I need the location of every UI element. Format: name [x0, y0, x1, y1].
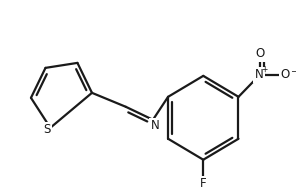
Text: F: F: [200, 177, 207, 190]
Text: −: −: [290, 66, 296, 75]
Text: N: N: [255, 68, 263, 81]
Text: N: N: [150, 119, 159, 132]
Text: O: O: [255, 47, 264, 60]
Text: O: O: [280, 68, 289, 81]
Text: S: S: [44, 123, 51, 136]
Text: +: +: [261, 65, 268, 74]
